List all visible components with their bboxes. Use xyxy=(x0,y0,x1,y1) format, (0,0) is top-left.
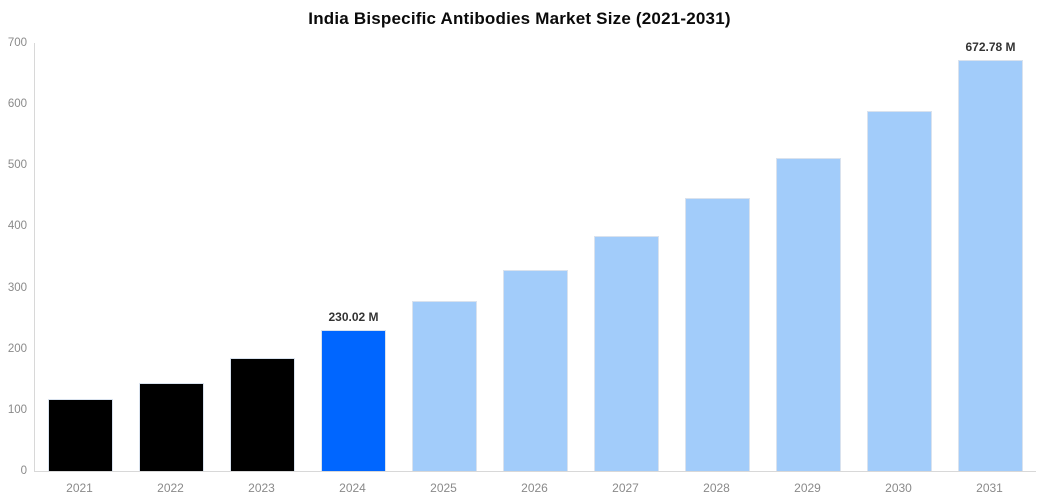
y-tick-label-100: 100 xyxy=(7,403,27,416)
bar-slot-2028 xyxy=(672,43,763,471)
y-tick-label-200: 200 xyxy=(7,342,27,355)
chart-title: India Bispecific Antibodies Market Size … xyxy=(308,9,731,28)
bar-2025[interactable] xyxy=(412,301,477,471)
bar-slot-2025 xyxy=(399,43,490,471)
x-axis-label-2025: 2025 xyxy=(430,481,457,495)
y-tick-label-600: 600 xyxy=(7,98,27,111)
bar-slot-2021 xyxy=(35,43,126,471)
bar-slot-2026 xyxy=(490,43,581,471)
bar-2029[interactable] xyxy=(776,157,841,471)
bar-slot-2023 xyxy=(217,43,308,471)
y-tick-label-300: 300 xyxy=(7,281,27,294)
x-axis-label-2031: 2031 xyxy=(976,481,1003,495)
bar-slot-2031: 672.78 M xyxy=(945,40,1036,471)
bar-slot-2024: 230.02 M xyxy=(308,43,399,471)
y-tick-label-500: 500 xyxy=(7,159,27,172)
bar-slot-2029 xyxy=(763,43,854,471)
x-axis-label-2021: 2021 xyxy=(66,481,93,495)
x-axis-label-2024: 2024 xyxy=(339,481,366,495)
bar-2031[interactable] xyxy=(958,59,1023,471)
bars-layer: 230.02 M 672.78 M xyxy=(35,40,1036,471)
y-tick-label-0: 0 xyxy=(20,465,27,477)
x-axis-label-2023: 2023 xyxy=(248,481,275,495)
bar-2026[interactable] xyxy=(503,270,568,471)
bar-2024[interactable] xyxy=(321,330,386,471)
y-tick-label-700: 700 xyxy=(7,37,27,49)
bar-slot-2030 xyxy=(854,43,945,471)
y-tick-label-400: 400 xyxy=(7,220,27,233)
plot-area: 230.02 M 672.78 M xyxy=(34,40,1036,472)
x-axis-label-2029: 2029 xyxy=(794,481,821,495)
bar-2028[interactable] xyxy=(685,198,750,471)
x-axis-label-2028: 2028 xyxy=(703,481,730,495)
bar-slot-2027 xyxy=(581,43,672,471)
x-axis-labels: 2021 2022 2023 2024 2025 2026 2027 2028 2029 2030… xyxy=(34,481,1035,495)
bar-2023[interactable] xyxy=(230,357,295,471)
y-axis-ticks: 0 100 200 300 400 500 600 700 xyxy=(0,37,27,477)
x-axis-label-2030: 2030 xyxy=(885,481,912,495)
bar-2030[interactable] xyxy=(867,111,932,471)
x-axis-label-2027: 2027 xyxy=(612,481,639,495)
bar-2022[interactable] xyxy=(139,382,204,471)
data-label-2024: 230.02 M xyxy=(328,310,379,325)
bar-2021[interactable] xyxy=(48,398,113,471)
bar-2027[interactable] xyxy=(594,236,659,471)
data-label-2031: 672.78 M xyxy=(965,39,1016,54)
x-axis-label-2026: 2026 xyxy=(521,481,548,495)
x-axis-label-2022: 2022 xyxy=(157,481,184,495)
bar-slot-2022 xyxy=(126,43,217,471)
